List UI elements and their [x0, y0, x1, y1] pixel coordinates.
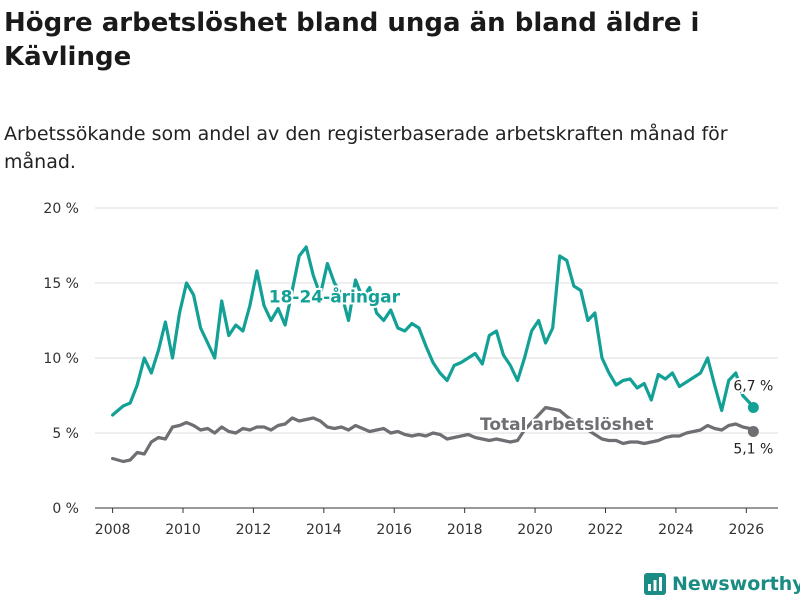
- chart-title: Högre arbetslöshet bland unga än bland ä…: [4, 8, 700, 72]
- chart-subtitle: Arbetssökande som andel av den registerb…: [4, 123, 728, 173]
- y-tick-label: 0 %: [52, 501, 79, 517]
- gridlines: [95, 207, 778, 509]
- x-axis: 2008 2010 2012 2014 2016 2018 2020 2022 2024 2026: [95, 507, 778, 538]
- newsworthy-logo: Newsworthy: [644, 570, 800, 598]
- youth-end-value-label: 6,7 %: [733, 379, 773, 395]
- x-tick-label: 2018: [447, 522, 483, 538]
- y-tick-label: 15 %: [43, 276, 79, 292]
- x-tick-label: 2010: [165, 522, 201, 538]
- x-tick-label: 2020: [517, 522, 553, 538]
- youth-series-label: 18-24-åringar: [269, 286, 401, 308]
- total-series-line: [111, 405, 755, 464]
- y-tick-label: 10 %: [43, 351, 79, 367]
- series-labels: 6,7 % 5,1 % 18-24-åringar Total arbetslöshe…: [267, 284, 776, 460]
- line-chart: 0 %5 %10 %15 %20 % 2008 2010 2012 2014 2016 2…: [43, 201, 778, 538]
- brand-name: Newsworthy: [672, 573, 800, 595]
- y-axis-tick-labels: 0 % 5 % 10 % 15 % 20 %: [43, 201, 79, 517]
- x-tick-label: 2024: [658, 522, 694, 538]
- series-lines: [111, 245, 759, 464]
- x-tick-label: 2016: [376, 522, 412, 538]
- bar-chart-logo-icon: [644, 573, 666, 595]
- youth-end-marker: [747, 402, 759, 413]
- x-tick-label: 2008: [95, 522, 131, 538]
- x-tick-label: 2022: [588, 522, 624, 538]
- x-tick-label: 2012: [236, 522, 272, 538]
- y-tick-label: 20 %: [43, 201, 79, 217]
- total-end-marker: [747, 426, 759, 437]
- y-tick-label: 5 %: [52, 426, 79, 442]
- x-tick-label: 2014: [306, 522, 342, 538]
- youth-series-line: [111, 245, 755, 417]
- total-end-value-label: 5,1 %: [733, 442, 773, 458]
- x-tick-label: 2026: [728, 522, 764, 538]
- total-series-label: Total arbetslöshet: [480, 415, 654, 435]
